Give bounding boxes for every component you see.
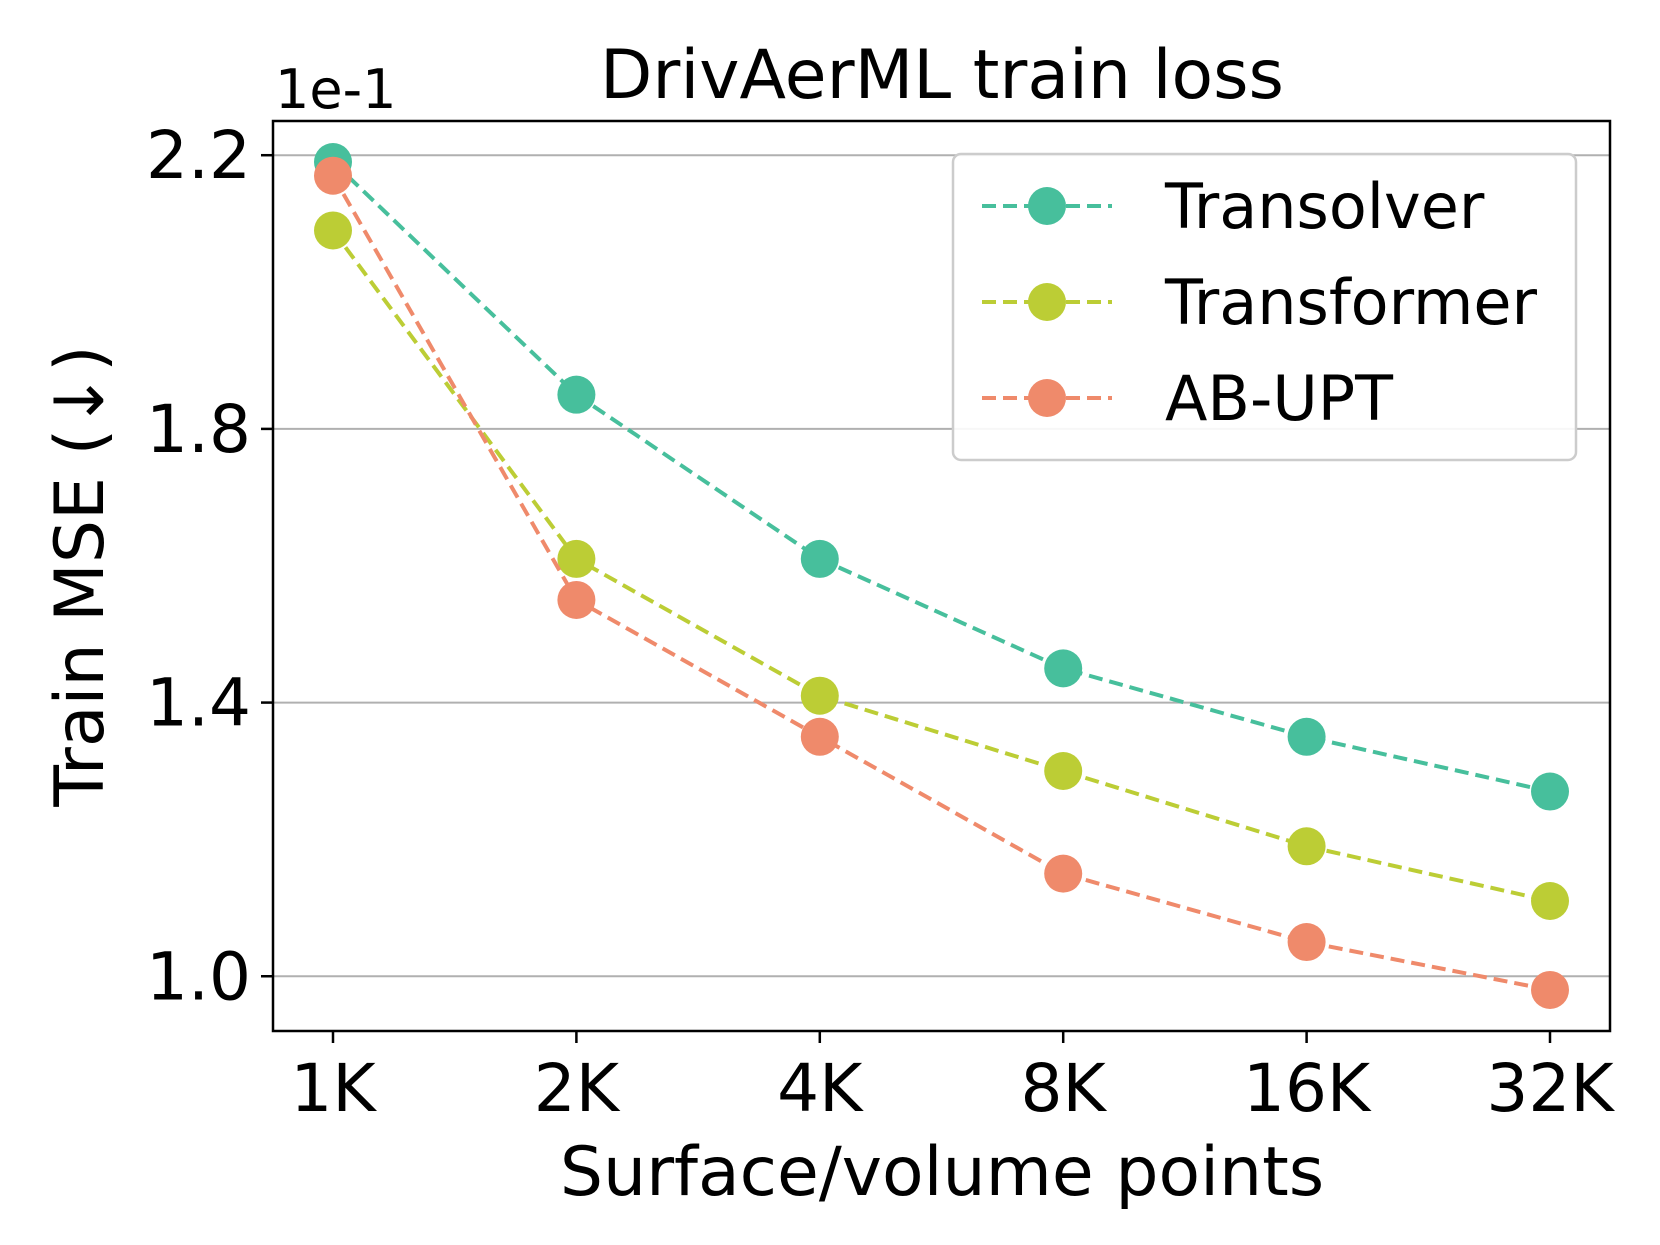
legend-item-ab-upt: AB-UPT: [982, 362, 1394, 435]
series-line-transolver: [331, 160, 1551, 794]
y-tick-label: 1.4: [146, 665, 251, 742]
legend-item-transformer: Transformer: [982, 266, 1538, 339]
legend-label: AB-UPT: [1165, 362, 1394, 435]
series-line-transformer: [331, 229, 1551, 903]
series-lines: [314, 143, 1569, 1009]
data-point-transformer: [800, 676, 839, 715]
series-line-ab-upt: [331, 174, 1551, 992]
series-transolver: [314, 143, 1569, 811]
data-point-transformer: [1531, 882, 1569, 920]
x-tick-label: 32K: [1486, 1050, 1615, 1127]
plot-frame: [271, 119, 1612, 1033]
data-point-transolver: [800, 539, 839, 578]
data-point-transolver: [557, 375, 596, 414]
y-axis-label: Train MSE (↓): [41, 345, 120, 807]
data-point-ab-upt: [1287, 923, 1326, 962]
legend-label: Transformer: [1164, 266, 1538, 339]
legend-marker: [1028, 187, 1066, 225]
x-tick-label: 16K: [1243, 1050, 1372, 1127]
x-tick-label: 1K: [290, 1050, 377, 1127]
data-point-ab-upt: [1044, 854, 1083, 893]
data-point-ab-upt: [800, 717, 839, 756]
y-tick-label: 1.8: [146, 391, 251, 468]
x-tick-label: 2K: [534, 1050, 621, 1127]
data-point-ab-upt: [314, 156, 352, 195]
x-tick-label: 8K: [1021, 1050, 1108, 1127]
y-scale-label: 1e-1: [275, 58, 396, 121]
legend-item-transolver: Transolver: [982, 170, 1485, 243]
y-axis-ticks: 1.0 1.4 1.8 2.2: [146, 117, 273, 1015]
legend-marker: [1028, 379, 1066, 417]
legend-label: Transolver: [1164, 170, 1485, 243]
data-point-transformer: [314, 211, 352, 250]
series-transformer: [314, 211, 1569, 920]
legend-marker: [1028, 283, 1066, 321]
chart-title: DrivAerML train loss: [600, 36, 1284, 115]
data-point-transolver: [1287, 717, 1326, 756]
data-point-transformer: [1287, 827, 1326, 866]
data-point-ab-upt: [1531, 970, 1569, 1009]
legend-frame: [951, 152, 1578, 462]
y-tick-label: 2.2: [146, 117, 251, 194]
data-point-transolver: [1044, 649, 1083, 688]
legend: Transolver Transformer AB-UPT: [951, 152, 1578, 462]
x-tick-label: 4K: [777, 1050, 864, 1127]
data-point-transolver: [1531, 772, 1569, 811]
y-tick-label: 1.0: [146, 938, 251, 1015]
x-axis-ticks: 1K 2K 4K 8K 16K 32K: [290, 1031, 1615, 1127]
data-point-transformer: [1044, 752, 1083, 790]
data-point-transformer: [557, 539, 596, 578]
x-axis-label: Surface/volume points: [560, 1133, 1324, 1212]
series-ab-upt: [314, 156, 1569, 1009]
data-point-ab-upt: [557, 580, 596, 619]
